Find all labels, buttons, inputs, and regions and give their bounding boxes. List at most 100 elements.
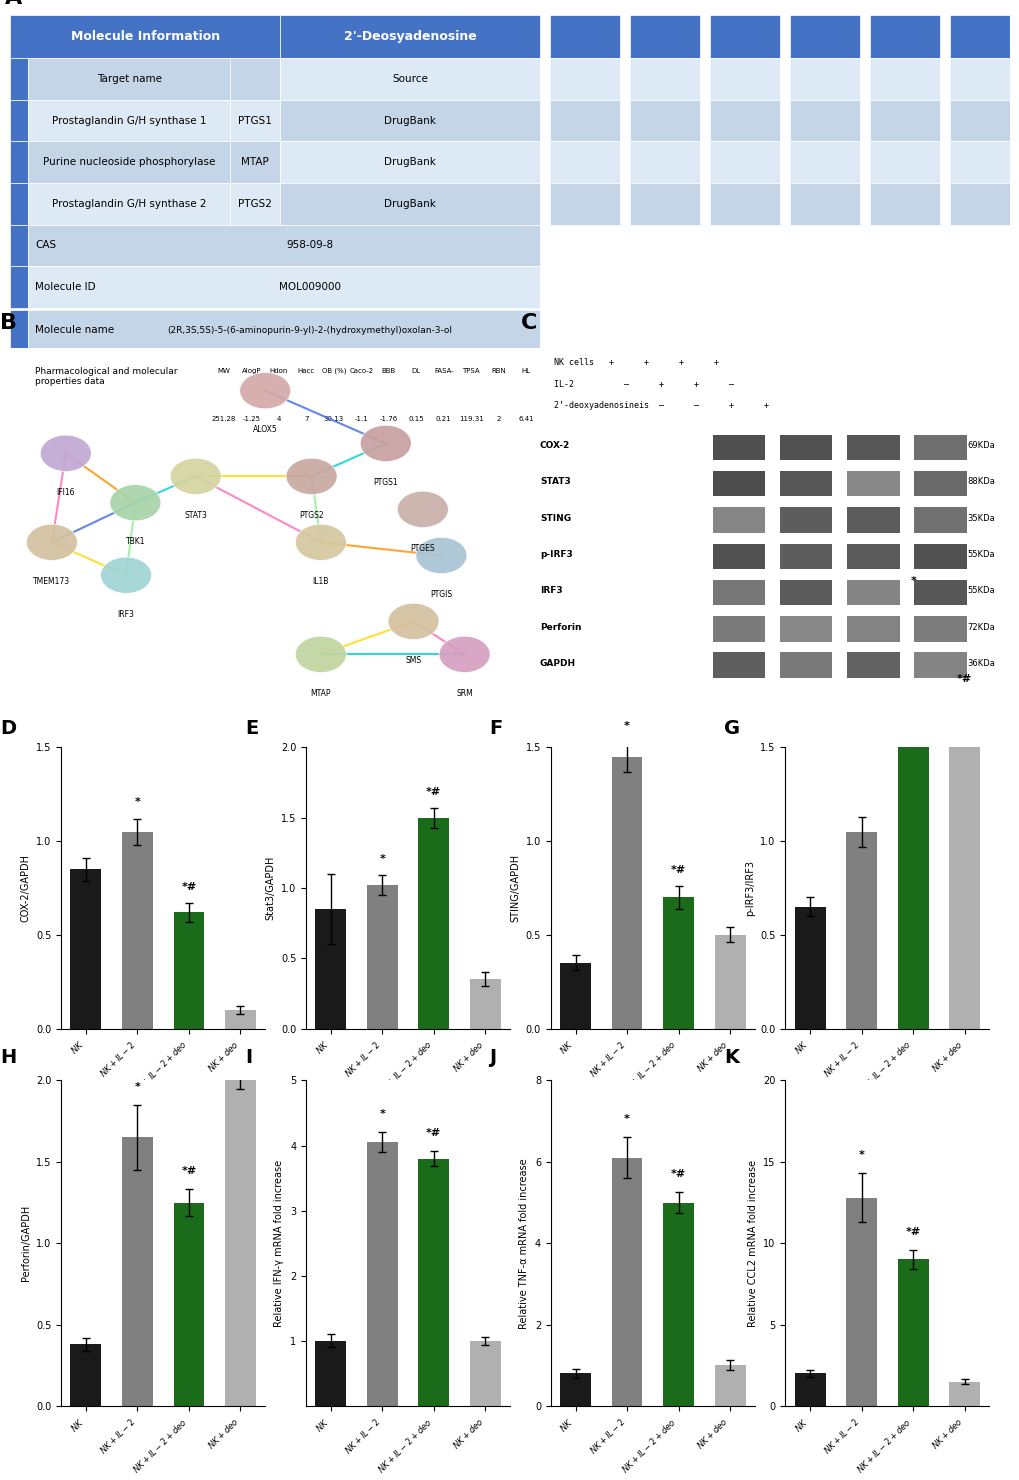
FancyBboxPatch shape [846, 543, 899, 568]
Text: Target name: Target name [97, 74, 161, 84]
Text: IRF3: IRF3 [117, 610, 135, 619]
Circle shape [239, 373, 290, 408]
Text: BBB: BBB [381, 369, 395, 374]
Text: FASA-: FASA- [433, 369, 453, 374]
FancyBboxPatch shape [869, 184, 938, 225]
FancyBboxPatch shape [709, 58, 780, 99]
Bar [122, 1137, 153, 1406]
Bar [846, 1197, 876, 1406]
Text: *#: *# [181, 1166, 197, 1177]
Text: F: F [489, 719, 502, 739]
Text: IL-2          –      +      +      –: IL-2 – + + – [554, 379, 734, 389]
Text: I: I [245, 1048, 252, 1067]
Text: *#: *# [905, 1227, 920, 1237]
Text: AlogP: AlogP [242, 369, 261, 374]
Bar [611, 756, 642, 1029]
Text: OB (%): OB (%) [321, 367, 345, 374]
Circle shape [101, 556, 152, 593]
FancyBboxPatch shape [913, 435, 966, 460]
FancyBboxPatch shape [779, 543, 832, 568]
Text: (2R,3S,5S)-5-(6-aminopurin-9-yl)-2-(hydroxymethyl)oxolan-3-ol: (2R,3S,5S)-5-(6-aminopurin-9-yl)-2-(hydr… [167, 326, 452, 334]
FancyBboxPatch shape [913, 653, 966, 678]
Text: IRF3: IRF3 [539, 586, 562, 595]
FancyBboxPatch shape [549, 15, 620, 58]
Text: Molecule Information: Molecule Information [70, 30, 219, 43]
Text: PTGIS: PTGIS [430, 591, 452, 599]
Text: DrugBank: DrugBank [384, 115, 435, 126]
Text: 69KDa: 69KDa [967, 441, 995, 450]
Text: *#: *# [426, 786, 441, 796]
Circle shape [110, 484, 161, 521]
Text: 0.21: 0.21 [435, 416, 451, 422]
Text: 2'-Deosyadenosine: 2'-Deosyadenosine [343, 30, 476, 43]
Bar [897, 1259, 927, 1406]
FancyBboxPatch shape [709, 99, 780, 141]
Y-axis label: COX-2/GAPDH: COX-2/GAPDH [20, 854, 31, 922]
FancyBboxPatch shape [869, 58, 938, 99]
Text: PTGS2: PTGS2 [237, 198, 272, 209]
FancyBboxPatch shape [10, 309, 29, 351]
FancyBboxPatch shape [549, 99, 620, 141]
FancyBboxPatch shape [779, 653, 832, 678]
Y-axis label: Relative CCL2 mRNA fold increase: Relative CCL2 mRNA fold increase [747, 1160, 757, 1326]
FancyBboxPatch shape [913, 508, 966, 533]
FancyBboxPatch shape [10, 351, 29, 441]
Text: CAS: CAS [35, 240, 56, 250]
FancyBboxPatch shape [846, 580, 899, 605]
Text: 72KDa: 72KDa [967, 623, 995, 632]
Text: *#: *# [956, 673, 971, 684]
Text: COX-2: COX-2 [539, 441, 570, 450]
FancyBboxPatch shape [779, 471, 832, 496]
FancyBboxPatch shape [789, 58, 859, 99]
Text: *#: *# [426, 1128, 441, 1138]
Text: *: * [858, 1150, 864, 1160]
Text: Prostaglandin G/H synthase 1: Prostaglandin G/H synthase 1 [52, 115, 206, 126]
Circle shape [26, 524, 77, 561]
Text: p-IRF3: p-IRF3 [539, 551, 573, 559]
FancyBboxPatch shape [846, 435, 899, 460]
FancyBboxPatch shape [913, 543, 966, 568]
Bar [173, 1202, 204, 1406]
FancyBboxPatch shape [630, 141, 699, 184]
Text: Molecule ID: Molecule ID [35, 283, 96, 292]
Text: 2’-deoxyadenosineis  –      –      +      +: 2’-deoxyadenosineis – – + + [554, 401, 768, 410]
Text: *#: *# [671, 1169, 686, 1180]
Y-axis label: p-IRF3/IRF3: p-IRF3/IRF3 [744, 860, 754, 916]
Text: *: * [624, 721, 630, 731]
FancyBboxPatch shape [779, 508, 832, 533]
Text: HL: HL [521, 369, 530, 374]
FancyBboxPatch shape [869, 99, 938, 141]
Text: *: * [379, 854, 385, 864]
FancyBboxPatch shape [949, 58, 1019, 99]
Text: SMS: SMS [406, 656, 421, 665]
Text: Perforin: Perforin [539, 623, 581, 632]
Text: A: A [5, 0, 22, 7]
Text: PTGS1: PTGS1 [237, 115, 272, 126]
Text: SRM: SRM [455, 690, 473, 699]
Circle shape [438, 636, 489, 672]
Text: G: G [723, 719, 740, 739]
Bar [173, 912, 204, 1029]
FancyBboxPatch shape [549, 184, 620, 225]
Text: 119.31: 119.31 [459, 416, 483, 422]
FancyBboxPatch shape [280, 184, 539, 225]
Text: Source: Source [391, 74, 428, 84]
Text: IL1B: IL1B [313, 577, 329, 586]
Bar [794, 907, 824, 1029]
FancyBboxPatch shape [630, 15, 699, 58]
FancyBboxPatch shape [549, 58, 620, 99]
Text: ALOX5: ALOX5 [253, 425, 277, 434]
FancyBboxPatch shape [712, 580, 764, 605]
Text: 55KDa: 55KDa [967, 586, 995, 595]
FancyBboxPatch shape [712, 653, 764, 678]
FancyBboxPatch shape [712, 435, 764, 460]
Text: *: * [135, 798, 141, 808]
Text: Caco-2: Caco-2 [348, 369, 373, 374]
FancyBboxPatch shape [10, 184, 29, 225]
FancyBboxPatch shape [779, 435, 832, 460]
Bar [559, 1373, 590, 1406]
FancyBboxPatch shape [29, 141, 230, 184]
Text: *#: *# [181, 882, 197, 892]
FancyBboxPatch shape [949, 184, 1019, 225]
FancyBboxPatch shape [709, 141, 780, 184]
